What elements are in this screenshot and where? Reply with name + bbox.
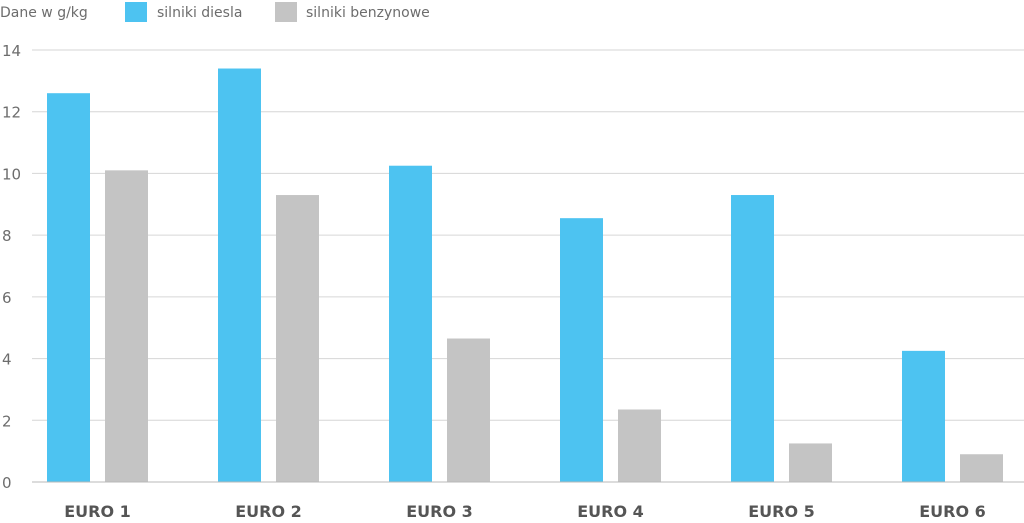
y-tick-label-12: 12 <box>2 104 21 122</box>
y-axis-ticks: 0 2 4 6 8 10 12 14 <box>2 42 21 492</box>
legend-swatch-petrol <box>275 2 297 22</box>
x-category-label-5: EURO 5 <box>748 502 815 521</box>
legend-swatch-diesel <box>125 2 147 22</box>
bar-petrol-2 <box>276 195 319 482</box>
bar-petrol-5 <box>789 443 832 482</box>
x-category-label-1: EURO 1 <box>64 502 131 521</box>
bar-diesel-1 <box>47 93 90 482</box>
bars <box>47 68 1003 483</box>
bar-diesel-3 <box>389 165 432 482</box>
y-tick-label-0: 0 <box>2 474 12 492</box>
bar-petrol-3 <box>447 338 490 482</box>
bar-petrol-4 <box>618 409 661 482</box>
bar-petrol-1 <box>105 170 148 483</box>
y-axis-unit-label: Dane w g/kg <box>0 5 88 21</box>
y-tick-label-2: 2 <box>2 412 12 430</box>
x-category-label-2: EURO 2 <box>235 502 302 521</box>
bar-diesel-6 <box>902 350 945 482</box>
bar-petrol-6 <box>960 454 1003 482</box>
gridlines <box>32 49 1024 421</box>
x-category-label-4: EURO 4 <box>577 502 644 521</box>
y-tick-label-4: 4 <box>2 351 12 369</box>
y-tick-label-8: 8 <box>2 227 12 245</box>
x-axis-labels: EURO 1 EURO 2 EURO 3 EURO 4 EURO 5 EURO 6 <box>64 502 986 521</box>
bar-diesel-4 <box>560 218 603 482</box>
legend: silniki diesla silniki benzynowe <box>125 2 430 22</box>
y-tick-label-10: 10 <box>2 165 21 183</box>
bar-diesel-2 <box>218 68 261 482</box>
y-tick-label-14: 14 <box>2 42 21 60</box>
x-category-label-3: EURO 3 <box>406 502 473 521</box>
x-category-label-6: EURO 6 <box>919 502 986 521</box>
legend-label-diesel: silniki diesla <box>157 5 242 21</box>
legend-label-petrol: silniki benzynowe <box>306 5 430 21</box>
bar-diesel-5 <box>731 195 774 482</box>
y-tick-label-6: 6 <box>2 289 12 307</box>
